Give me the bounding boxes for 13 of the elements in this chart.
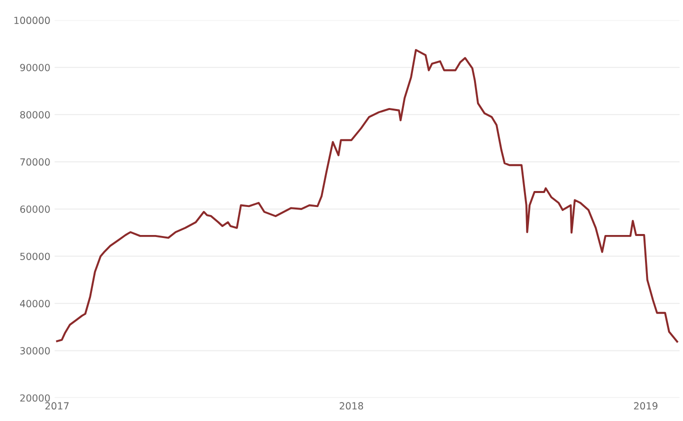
x-tick-label: 2018 <box>340 402 364 410</box>
y-tick-label: 30000 <box>20 347 50 354</box>
line-series <box>56 48 678 343</box>
y-tick-label: 50000 <box>20 252 50 260</box>
x-tick-label: 2019 <box>634 402 658 410</box>
y-tick-label: 40000 <box>20 300 50 308</box>
x-tick-label: 2017 <box>45 402 69 410</box>
y-tick-label: 80000 <box>20 111 50 118</box>
y-tick-label: 100000 <box>14 16 50 24</box>
y-tick-label: 70000 <box>20 158 50 166</box>
y-tick-label: 60000 <box>20 206 50 213</box>
y-tick-label: 20000 <box>20 394 50 402</box>
y-tick-label: 90000 <box>20 64 50 72</box>
